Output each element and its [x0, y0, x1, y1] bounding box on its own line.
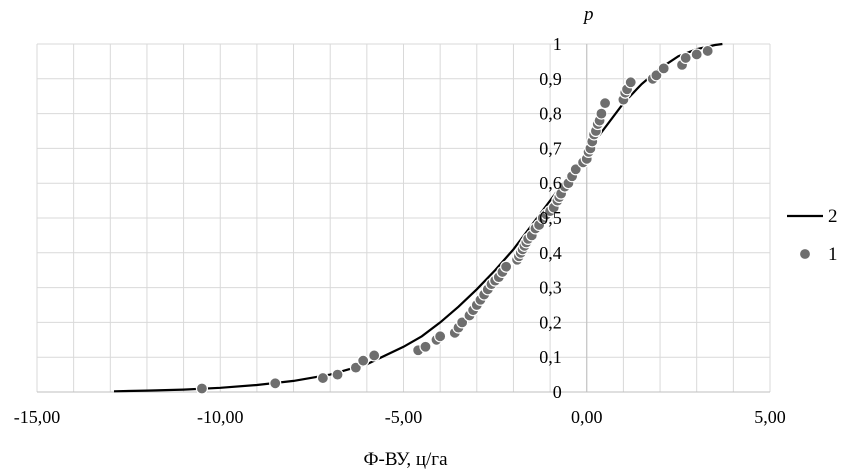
y-axis-label: p [582, 4, 594, 25]
data-point [650, 69, 663, 82]
y-tick-label: 1 [553, 34, 562, 54]
data-point [357, 354, 370, 367]
x-tick-labels: -15,00 -10,00 -5,00 0,00 5,00 [14, 407, 786, 427]
y-tick-label: 0,7 [539, 138, 562, 158]
data-point [679, 51, 692, 65]
y-tick-label: 0,4 [539, 243, 562, 263]
legend-marker-label: 1 [828, 244, 838, 265]
y-tick-label: 0,9 [539, 69, 562, 89]
y-tick-label: 0,5 [539, 208, 562, 228]
y-tick-label: 0,1 [539, 347, 562, 367]
y-tick-label: 0,6 [539, 173, 562, 193]
data-point [595, 107, 608, 120]
data-point [569, 163, 582, 176]
series-1-layer [195, 44, 714, 395]
data-point [331, 368, 344, 381]
data-point [657, 62, 670, 75]
data-point [500, 260, 513, 273]
x-tick-label: 5,00 [754, 407, 786, 427]
data-point [701, 44, 714, 58]
y-tick-label: 0,8 [539, 104, 562, 124]
x-axis-label: Ф-ВУ, ц/га [364, 449, 449, 470]
data-point [434, 330, 447, 343]
data-point [269, 377, 282, 390]
axes [37, 44, 770, 393]
x-tick-label: -5,00 [385, 407, 423, 427]
grid-lines [36, 43, 771, 393]
data-point [456, 316, 469, 329]
data-point [316, 371, 329, 385]
legend: 2 1 [787, 206, 838, 265]
y-tick-label: 0,3 [539, 278, 562, 298]
x-tick-label: -15,00 [14, 407, 61, 427]
y-tick-label: 0,2 [539, 312, 562, 332]
y-tick-labels: 0 0,1 0,2 0,3 0,4 0,5 0,6 0,7 0,8 0,9 1 [539, 34, 562, 402]
legend-line-label: 2 [828, 206, 838, 227]
data-point [598, 97, 612, 110]
x-tick-label: -10,00 [197, 407, 244, 427]
data-point [195, 382, 209, 395]
legend-marker-swatch [798, 247, 812, 261]
y-tick-label: 0 [553, 382, 562, 402]
data-point [690, 48, 703, 61]
data-point [624, 76, 637, 89]
data-point [419, 340, 432, 353]
data-point [349, 361, 362, 374]
x-tick-label: 0,00 [571, 407, 603, 427]
data-point [368, 349, 381, 362]
